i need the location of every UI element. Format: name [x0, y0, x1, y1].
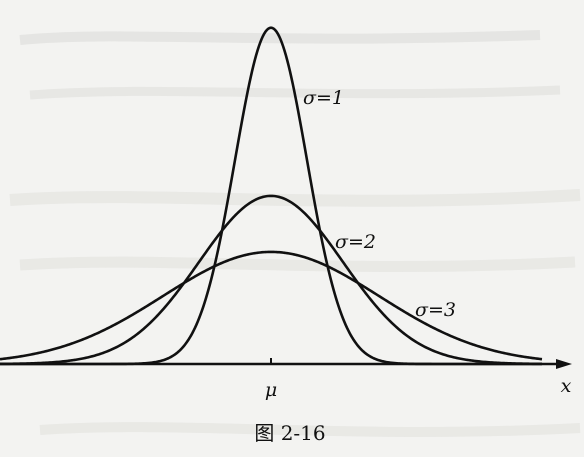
series-group	[0, 26, 543, 366]
curve-sigma-2	[0, 194, 543, 366]
series-label-sigma-3: σ=3	[415, 299, 456, 321]
curve-sigma-3	[0, 250, 543, 361]
series-labels: σ=1 σ=2 σ=3	[303, 87, 456, 321]
series-label-sigma-2: σ=2	[335, 231, 376, 253]
figure-caption: 图 2-16	[254, 421, 325, 445]
mean-tick-label: μ	[265, 379, 277, 401]
x-axis-label: x	[561, 375, 572, 397]
series-label-sigma-1: σ=1	[303, 87, 344, 109]
x-axis-arrow-icon	[556, 359, 572, 369]
curve-sigma-1	[0, 26, 542, 366]
